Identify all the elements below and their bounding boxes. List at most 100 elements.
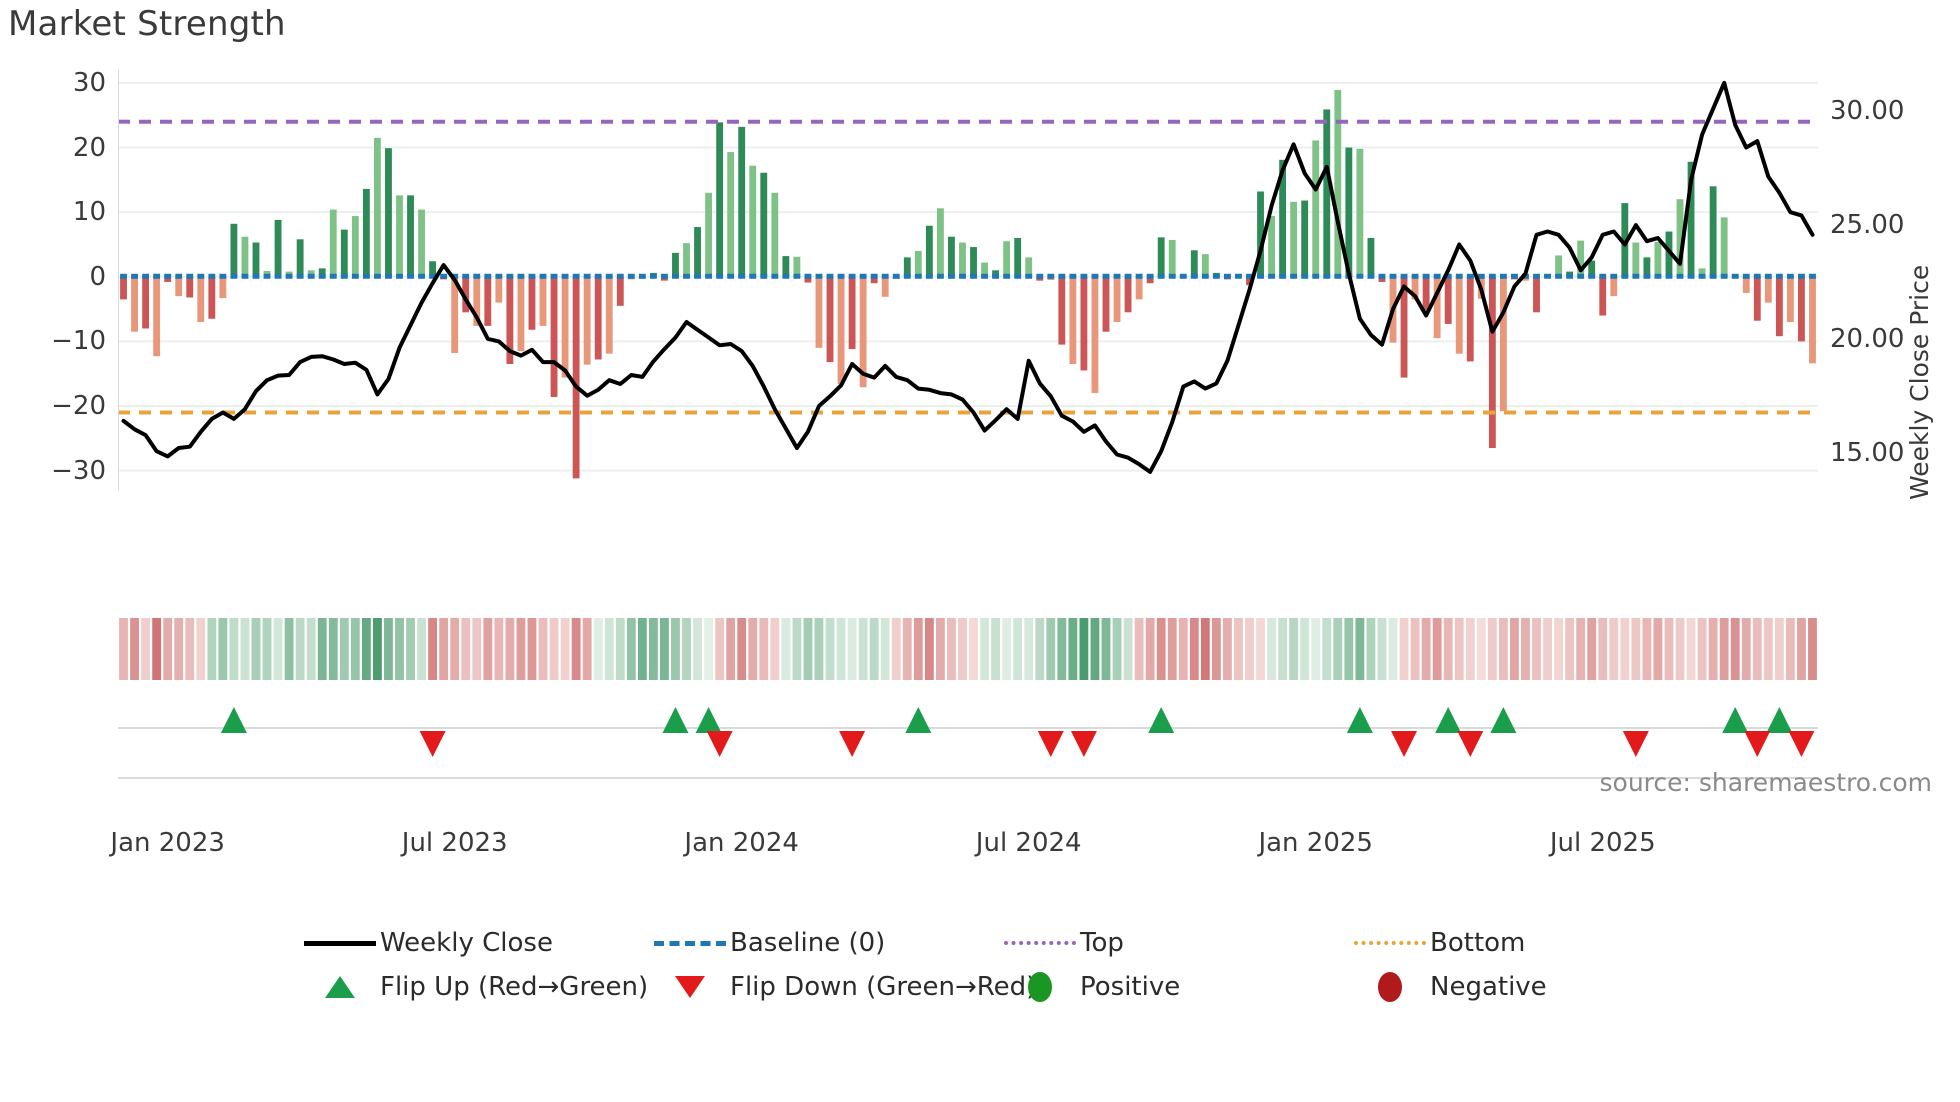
strength-bar [1190,250,1198,277]
legend-item-bottom[interactable]: Bottom [1350,928,1700,958]
strength-bar [197,276,205,322]
baseline-segment [1742,273,1750,279]
heat-cell [461,618,471,680]
legend-glyph [1350,941,1430,945]
strength-bar [1444,276,1452,324]
legend-item-label: Weekly Close [380,928,553,958]
baseline-segment [672,273,679,279]
baseline-segment [1411,273,1419,279]
flip-markers-panel [118,690,1818,820]
strength-bar [1135,276,1143,300]
heat-cell [737,618,747,680]
strength-bar [230,223,238,277]
heat-cell [1013,618,1023,680]
heat-cell [671,618,680,680]
baseline-segment [804,273,812,279]
flip-down-marker [419,731,446,757]
flip-down-marker [1070,731,1097,757]
strength-bar [848,276,856,350]
baseline-segment [230,273,238,279]
legend-item-top[interactable]: Top [1000,928,1350,958]
baseline-segment [1764,273,1772,279]
baseline-segment [1555,273,1563,279]
baseline-segment [550,273,558,279]
baseline-segment [948,273,955,279]
heat-cell [1223,618,1232,680]
strength-bar [528,276,536,330]
baseline-segment [892,273,900,279]
heat-cell [1642,618,1652,680]
baseline-segment [1400,273,1408,279]
heat-cell [814,618,824,680]
baseline-segment [782,273,790,279]
main-plot [118,70,1818,490]
legend-glyph [1000,972,1080,1002]
baseline-segment [153,273,161,279]
flip-down-marker [1391,731,1418,757]
heat-cell [1156,618,1166,680]
legend-item-baseline[interactable]: Baseline (0) [650,928,1000,958]
strength-bar [274,219,282,277]
strength-bar [1499,276,1507,412]
strength-bar [826,276,834,363]
legend-item-negative[interactable]: Negative [1350,972,1700,1002]
heat-cell [682,618,691,680]
heat-cell [1476,618,1486,680]
heat-cell [1189,618,1199,680]
heat-cell [196,618,206,680]
strength-bar [429,261,437,277]
strength-bar [1676,199,1684,277]
baseline-segment [1488,273,1496,279]
baseline-segment [451,273,459,279]
strength-bar [1334,90,1342,277]
baseline-segment [186,273,194,279]
strength-bar [186,276,194,298]
baseline-segment [1047,273,1055,279]
strength-bar [1798,276,1805,342]
flip-up-marker [905,707,932,733]
legend-item-label: Bottom [1430,928,1526,958]
baseline-segment [859,273,867,279]
legend-item-label: Positive [1080,972,1181,1002]
strength-bar [495,276,503,303]
baseline-segment [296,273,304,279]
bottom-line-icon [1354,941,1426,945]
baseline-segment [1687,273,1695,279]
triangle-up-icon [325,976,355,998]
strength-bar [738,126,746,277]
heat-cell [726,618,736,680]
heat-cell [141,618,151,680]
strength-bar [782,256,790,277]
heat-cell [781,618,791,680]
chart-legend: Weekly Close Baseline (0) Top Bottom Flip Up… [300,928,1700,1002]
heat-cell [1598,618,1608,680]
legend-item-flip-up[interactable]: Flip Up (Red→Green) [300,972,650,1002]
baseline-segment [914,273,922,279]
legend-item-positive[interactable]: Positive [1000,972,1350,1002]
heat-cell [626,618,636,680]
baseline-segment [1731,273,1739,279]
legend-item-flip-down[interactable]: Flip Down (Green→Red) [650,972,1036,1002]
baseline-segment [561,273,569,279]
heat-cell [693,618,702,680]
heat-cell [1443,618,1453,680]
baseline-segment [1212,273,1220,279]
baseline-segment [1632,273,1640,279]
baseline-segment [517,273,525,279]
main-plot-canvas [118,70,1818,490]
baseline-segment [1036,273,1044,279]
baseline-segment [440,273,448,279]
heat-cell [1487,618,1497,680]
baseline-segment [627,273,635,279]
heat-cell [1388,618,1398,680]
heat-cell [262,618,272,680]
baseline-segment [263,273,271,279]
strength-bar [583,276,591,365]
legend-item-weekly-close[interactable]: Weekly Close [300,928,650,958]
baseline-segment [1235,273,1242,279]
strength-bar [992,270,1000,277]
baseline-segment [1676,273,1684,279]
strength-bar [1588,260,1596,277]
strength-bar [539,276,547,326]
strength-bar [1345,147,1353,277]
